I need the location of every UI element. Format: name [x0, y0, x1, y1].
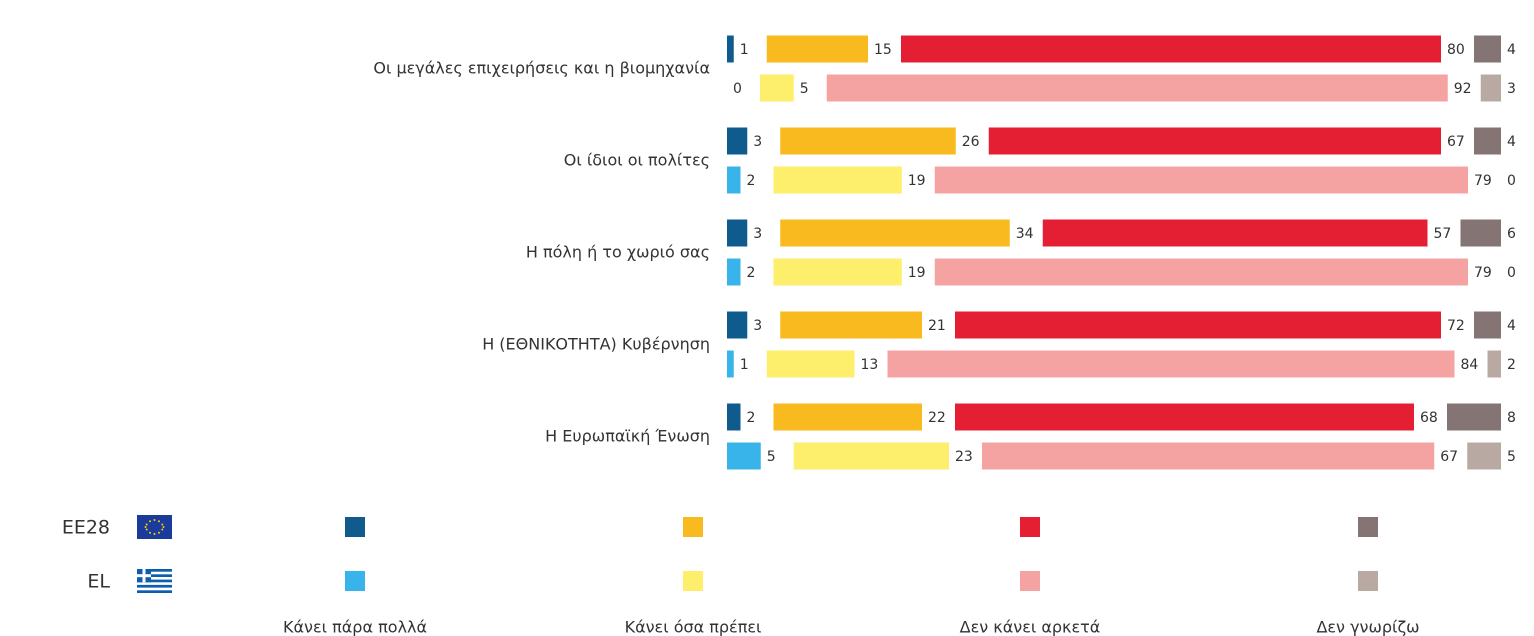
value-label: 5: [800, 81, 809, 97]
bar-segment: [727, 403, 741, 431]
legend-swatch: [683, 571, 703, 591]
bar-segment: [727, 350, 734, 378]
legend-swatch: [1358, 571, 1378, 591]
value-label: 2: [747, 265, 756, 281]
value-label: 0: [1507, 265, 1516, 281]
legend-swatch: [1020, 571, 1040, 591]
value-label: 2: [747, 173, 756, 189]
bar-segment: [780, 311, 922, 339]
value-label: 80: [1447, 42, 1465, 58]
legend-group: EE28: [62, 517, 110, 539]
bar-segment: [727, 258, 741, 286]
bar-segment: [727, 219, 748, 247]
bar-segment: [773, 166, 902, 194]
legend-swatch: [683, 517, 703, 537]
bar-segment: [727, 442, 761, 470]
value-label: 26: [962, 134, 980, 150]
value-label: 3: [1507, 81, 1516, 97]
bar-segment: [766, 350, 855, 378]
category-label: Οι ίδιοι οι πολίτες: [564, 151, 710, 170]
bar-segment: [793, 442, 949, 470]
bar-segment: [982, 442, 1435, 470]
bar-segment: [1480, 74, 1501, 102]
bar-segment: [1460, 219, 1501, 247]
value-label: 2: [1507, 357, 1516, 373]
value-label: 72: [1447, 318, 1465, 334]
legend-label: Κάνει πάρα πολλά: [283, 618, 427, 636]
value-label: 84: [1461, 357, 1479, 373]
value-label: 4: [1507, 134, 1516, 150]
value-label: 0: [733, 81, 742, 97]
bar-segment: [773, 258, 902, 286]
bar-segment: [727, 166, 741, 194]
value-label: 92: [1454, 81, 1472, 97]
value-label: 23: [955, 449, 973, 465]
bar-segment: [780, 127, 956, 155]
bar-segment: [1467, 442, 1501, 470]
category-label: Η (ΕΘΝΙΚΟΤΗΤΑ) Κυβέρνηση: [482, 335, 710, 354]
bar-segment: [766, 35, 868, 63]
category-label: Οι μεγάλες επιχειρήσεις και η βιομηχανία: [373, 59, 710, 78]
bar-segment: [760, 74, 794, 102]
bar-segment: [773, 403, 922, 431]
category-label: Η Ευρωπαϊκή Ένωση: [545, 427, 710, 446]
value-label: 68: [1420, 410, 1438, 426]
legend-swatch: [1358, 517, 1378, 537]
bar-segment: [955, 403, 1414, 431]
value-label: 1: [740, 357, 749, 373]
bar-segment: [934, 166, 1468, 194]
value-label: 34: [1016, 226, 1034, 242]
value-label: 3: [753, 134, 762, 150]
value-label: 19: [908, 173, 926, 189]
legend-swatch: [345, 517, 365, 537]
bar-segment: [1447, 403, 1501, 431]
bar-segment: [826, 74, 1448, 102]
value-label: 57: [1434, 226, 1452, 242]
bar-segment: [934, 258, 1468, 286]
value-label: 79: [1474, 173, 1492, 189]
bar-segment: [727, 127, 748, 155]
value-label: 8: [1507, 410, 1516, 426]
eu-flag: [137, 515, 172, 539]
value-label: 4: [1507, 318, 1516, 334]
legend-group: EL: [87, 571, 110, 593]
value-label: 15: [874, 42, 892, 58]
value-label: 67: [1447, 134, 1465, 150]
greek-flag: [137, 569, 172, 593]
bar-segment: [727, 35, 734, 63]
bar-segment: [780, 219, 1010, 247]
value-label: 21: [928, 318, 946, 334]
bar-segment: [901, 35, 1441, 63]
value-label: 4: [1507, 42, 1516, 58]
value-label: 3: [753, 318, 762, 334]
bar-segment: [988, 127, 1441, 155]
value-label: 5: [1507, 449, 1516, 465]
bar-segment: [955, 311, 1441, 339]
bar-segment: [1474, 127, 1501, 155]
value-label: 22: [928, 410, 946, 426]
value-label: 3: [753, 226, 762, 242]
bar-segment: [1042, 219, 1428, 247]
bar-segment: [1474, 35, 1501, 63]
value-label: 79: [1474, 265, 1492, 281]
value-label: 19: [908, 265, 926, 281]
value-label: 0: [1507, 173, 1516, 189]
legend-swatch: [1020, 517, 1040, 537]
value-label: 6: [1507, 226, 1516, 242]
value-label: 13: [861, 357, 879, 373]
bar-segment: [727, 311, 748, 339]
value-label: 1: [740, 42, 749, 58]
legend-swatch: [345, 571, 365, 591]
value-label: 5: [767, 449, 776, 465]
value-label: 2: [747, 410, 756, 426]
category-label: Η πόλη ή το χωριό σας: [526, 243, 710, 262]
legend-label: Δεν γνωρίζω: [1316, 618, 1419, 636]
bar-segment: [1474, 311, 1501, 339]
legend-label: Δεν κάνει αρκετά: [960, 618, 1101, 636]
bar-segment: [1487, 350, 1501, 378]
value-label: 67: [1440, 449, 1458, 465]
legend-label: Κάνει όσα πρέπει: [625, 618, 762, 636]
bar-segment: [887, 350, 1455, 378]
